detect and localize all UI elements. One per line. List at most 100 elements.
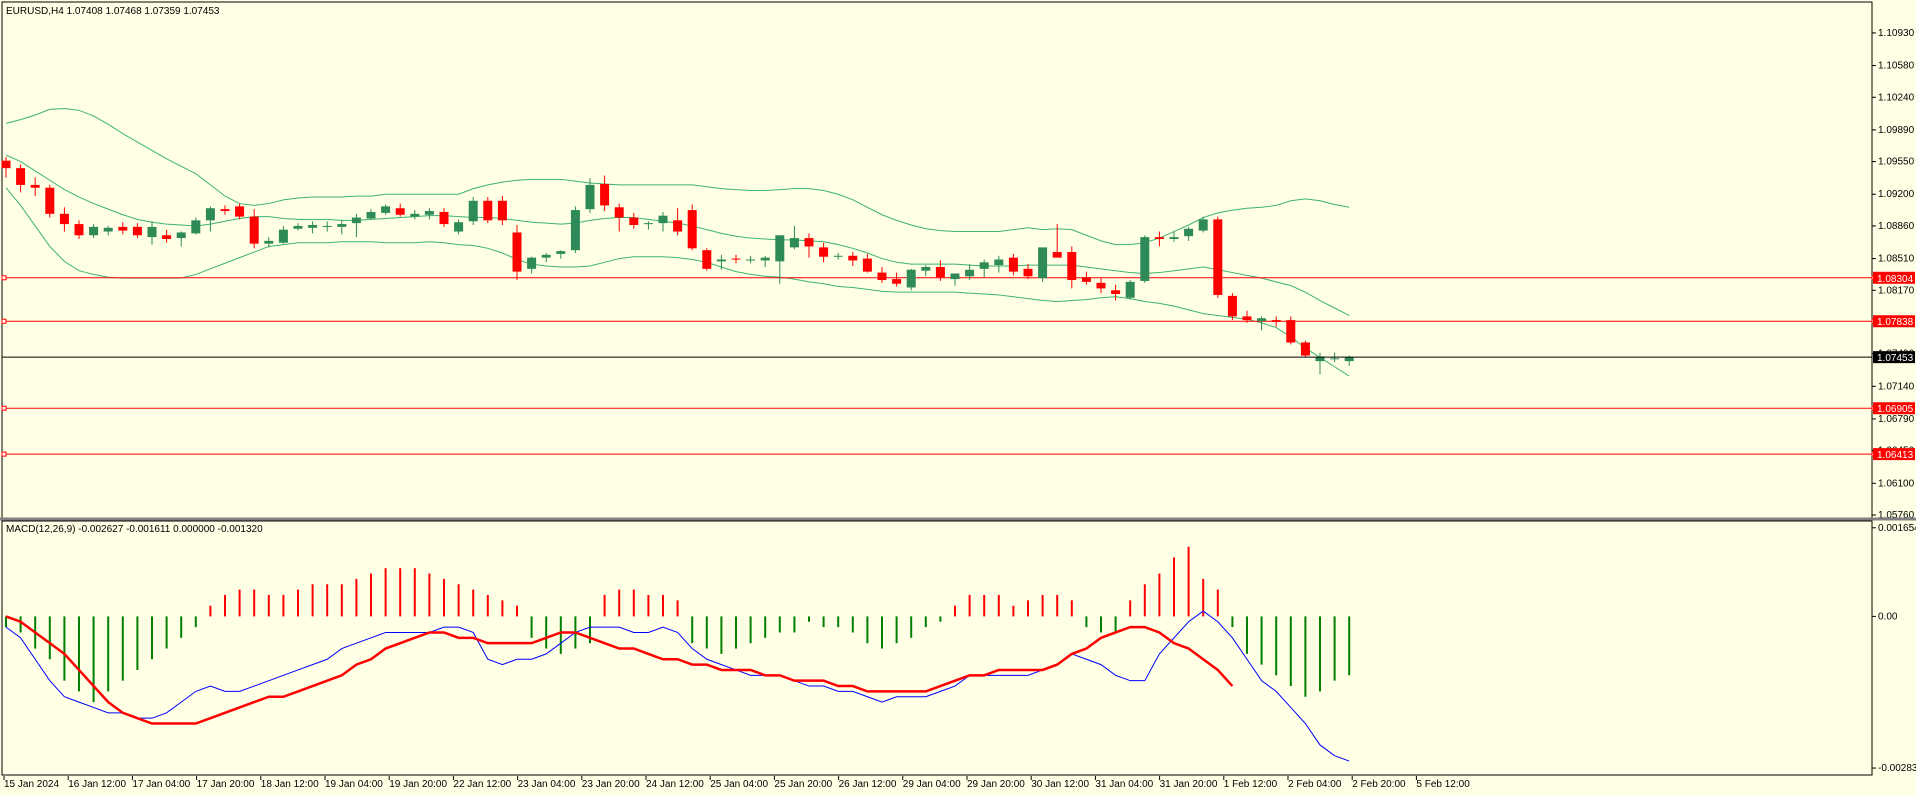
price-tick-label: 1.06790 [1878,414,1915,425]
candle-bull [1184,228,1194,237]
candle-bear [1,160,11,169]
time-tick-label: 31 Jan 20:00 [1160,779,1218,790]
level-price-label: 1.08304 [1877,274,1914,285]
time-tick-label: 23 Jan 20:00 [582,779,640,790]
candle-bull [965,269,975,277]
time-tick-label: 17 Jan 04:00 [132,779,190,790]
price-tick-label: 1.09200 [1878,189,1915,200]
candle-bull [527,257,537,269]
macd-tick-label: 0.001654 [1878,523,1916,534]
candle-bull [424,211,434,215]
candle-bear [1213,219,1223,295]
candle-bear [1242,316,1252,321]
candle-bull [556,251,566,254]
macd-pane-title: MACD(12,26,9) -0.002627 -0.001611 0.0000… [6,524,263,535]
time-tick-label: 2 Feb 20:00 [1352,779,1406,790]
candle-bear [687,210,697,249]
signal-line [5,615,1234,725]
time-tick-label: 16 Jan 12:00 [68,779,126,790]
candle-bull [89,226,99,236]
candle-bear [600,183,610,206]
price-tick-label: 1.07140 [1878,381,1915,392]
candle-bull [351,217,361,224]
candle-bear [1008,257,1018,272]
time-axis: 15 Jan 2024 16 Jan 12:00 17 Jan 04:00 17 Ja… [3,776,1470,790]
time-tick-label: 17 Jan 20:00 [197,779,255,790]
candle-bear [483,200,493,221]
time-tick-label: 18 Jan 12:00 [261,779,319,790]
price-tick-label: 1.06100 [1878,478,1915,489]
time-tick-label: 15 Jan 2024 [4,779,59,790]
candle-bull [1257,318,1267,322]
candlesticks [1,156,1354,375]
candle-bull [205,208,215,221]
time-tick-label: 31 Jan 04:00 [1095,779,1153,790]
macd-pane-frame [1,520,1873,776]
candle-bull [278,229,288,243]
candle-bear [862,258,872,272]
time-tick-label: 29 Jan 20:00 [967,779,1025,790]
level-price-label: 1.06413 [1877,450,1914,461]
candle-bull [1038,247,1048,279]
candle-bear [892,279,902,284]
candle-bull [921,266,931,271]
candle-bear [132,226,142,236]
level-price-tag [1873,271,1915,284]
time-tick-label: 25 Jan 20:00 [774,779,832,790]
level-price-tag [1873,402,1915,415]
candle-bull [1140,237,1150,281]
macd-tick-label: 0.00 [1878,611,1898,622]
price-tick-label: 1.10930 [1878,28,1915,39]
price-tick-label: 1.10580 [1878,61,1915,72]
level-handle [1,275,7,281]
candle-bear [118,226,128,231]
candle-bull [337,224,347,227]
price-pane-title: EURUSD,H4 1.07408 1.07468 1.07359 1.0745… [6,6,220,17]
candle-bear [1300,342,1310,356]
candle-bear [629,217,639,226]
candle-bull [541,254,551,258]
candle-bull [468,200,478,222]
candle-bear [162,235,172,239]
candle-bull [366,211,376,219]
price-tick-label: 1.10240 [1878,92,1915,103]
candle-bear [1271,320,1281,322]
level-price-label: 1.06905 [1877,404,1914,415]
candle-bear [1227,295,1237,317]
candle-bull [746,259,756,261]
time-tick-label: 29 Jan 04:00 [903,779,961,790]
candle-bear [512,232,522,272]
candle-bear [220,209,230,212]
candle-bear [804,238,814,247]
candle-bear [614,207,624,218]
time-tick-label: 24 Jan 12:00 [646,779,704,790]
horizontal-levels[interactable]: 1.08304 1.07838 1.06905 1.06413 [1,271,1915,461]
candle-bull [994,259,1004,266]
candle-bear [848,255,858,261]
candle-bear [235,206,245,217]
candle-bull [775,235,785,262]
time-tick-label: 22 Jan 12:00 [453,779,511,790]
time-tick-label: 19 Jan 20:00 [389,779,447,790]
candle-bull [293,225,303,229]
candle-bear [1096,282,1106,289]
candle-bear [395,208,405,215]
candle-bull [103,227,113,232]
candle-bull [979,262,989,269]
price-tick-label: 1.09890 [1878,125,1915,136]
level-price-label: 1.07838 [1877,317,1914,328]
level-price-tag [1873,448,1915,461]
candle-bull [585,184,595,210]
band-lower [5,187,1350,377]
candle-bull [643,223,653,225]
candle-bear [1111,290,1121,295]
candle-bear [731,258,741,260]
candle-bull [1330,358,1340,360]
level-price-tag [1873,315,1915,328]
price-tick-label: 1.08170 [1878,285,1915,296]
time-tick-label: 19 Jan 04:00 [325,779,383,790]
level-handle [1,318,7,324]
